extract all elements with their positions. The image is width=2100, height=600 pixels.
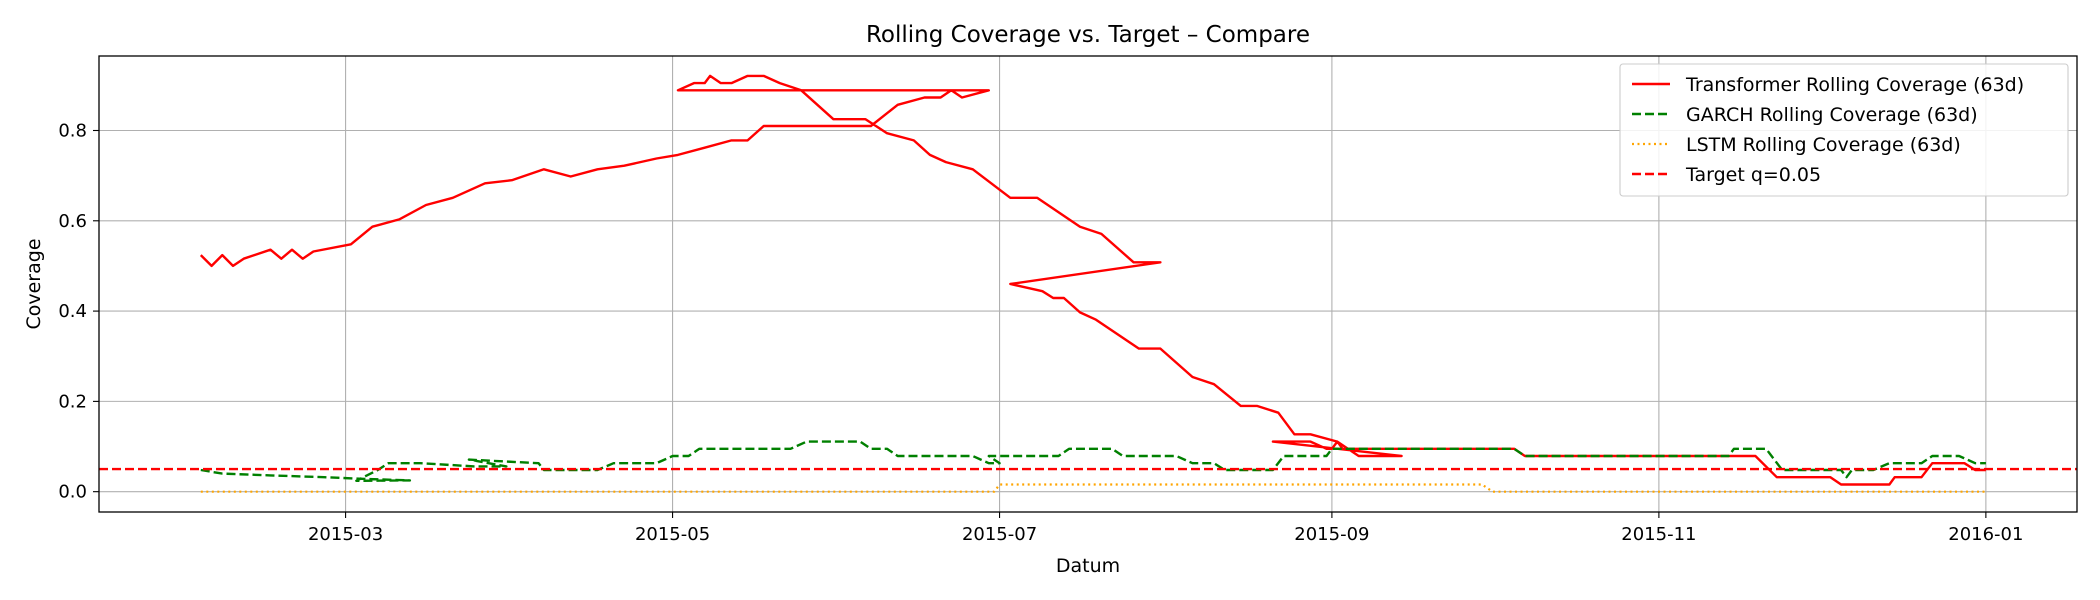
legend-box	[1619, 63, 2069, 197]
x-tick-label: 2015-05	[635, 524, 710, 545]
legend-label-0: Transformer Rolling Coverage (63d)	[1685, 74, 2024, 96]
x-axis-title: Datum	[1056, 555, 1120, 577]
legend-label-1: GARCH Rolling Coverage (63d)	[1686, 104, 1978, 126]
legend-label-2: LSTM Rolling Coverage (63d)	[1686, 134, 1961, 156]
x-tick-label: 2015-11	[1621, 524, 1696, 545]
y-tick-label: 0.8	[58, 120, 87, 141]
y-axis-title: Coverage	[23, 238, 45, 329]
y-tick-label: 0.2	[58, 391, 87, 412]
chart-title: Rolling Coverage vs. Target – Compare	[866, 22, 1310, 48]
x-tick-label: 2015-03	[308, 524, 383, 545]
series-line-2	[200, 483, 1986, 493]
y-tick-label: 0.4	[58, 301, 87, 322]
y-axis: 0.0 0.2 0.4 0.6 0.8	[58, 120, 99, 503]
series-line-0	[199, 74, 1986, 486]
legend-label-3: Target q=0.05	[1685, 164, 1821, 186]
legend: Transformer Rolling Coverage (63d) GARCH …	[1619, 63, 2069, 197]
x-axis: 2015-03 2015-05 2015-07 2015-09 2015-11 2016-…	[308, 512, 2023, 545]
series-line-1	[200, 440, 1986, 482]
x-tick-label: 2015-07	[962, 524, 1037, 545]
y-tick-label: 0.6	[58, 211, 87, 232]
y-tick-label: 0.0	[58, 482, 87, 503]
x-tick-label: 2016-01	[1948, 524, 2023, 545]
plot-frame	[98, 55, 2078, 513]
series-layer	[99, 74, 2077, 493]
x-tick-label: 2015-09	[1294, 524, 1369, 545]
